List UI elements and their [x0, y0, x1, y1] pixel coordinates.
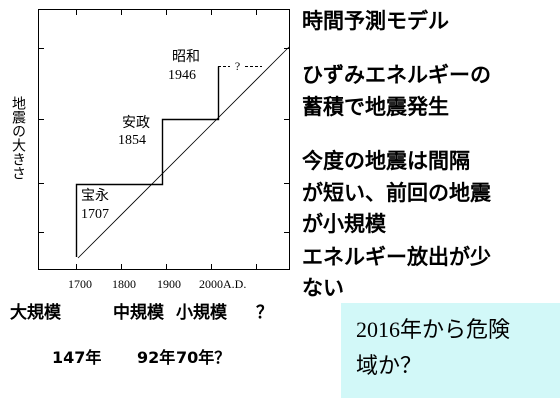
magnitude-label: ？ — [256, 303, 273, 323]
axis-ticks — [38, 9, 290, 270]
event-era-label: 安政 — [122, 115, 150, 131]
interval-label: 70年？ — [176, 348, 231, 367]
interval-label: 147年 — [52, 348, 102, 367]
note-line: ない — [302, 276, 344, 300]
note-line: エネルギー放出が少 — [302, 245, 491, 269]
magnitude-label: 小規模 — [176, 303, 227, 323]
strain-accumulation-line — [77, 46, 290, 259]
event-era-label: 宝永 — [81, 188, 109, 204]
callout-box: 2016年から危険 域か？ — [341, 303, 560, 398]
callout-line: 域か？ — [356, 354, 423, 379]
x-tick-label: 1800 — [112, 277, 136, 291]
x-tick-label: 2000A.D. — [199, 277, 246, 291]
strain-release-steps — [75, 66, 220, 257]
x-tick-label: 1700 — [68, 277, 92, 291]
event-year-label: 1707 — [81, 207, 109, 222]
note-line: 今度の地震は間隔 — [302, 149, 470, 173]
event-year-label: 1946 — [168, 68, 196, 83]
x-tick-label: 1900 — [157, 277, 181, 291]
note-line: が小規模 — [302, 212, 386, 236]
note-line: 蓄積で地震発生 — [302, 95, 449, 119]
event-era-label: 昭和 — [172, 49, 200, 65]
note-line: ひずみエネルギーの — [302, 63, 491, 87]
time-predictable-diagram: ? 宝永 1707 安政 1854 昭和 1946 1700 1800 1900… — [38, 9, 290, 291]
magnitude-label: 中規模 — [113, 303, 164, 323]
note-line: が短い、前回の地震 — [302, 181, 491, 205]
y-axis-label: 地震の大きさ — [10, 96, 25, 180]
slide-heading: 時間予測モデル — [302, 9, 449, 33]
interval-label: 92年 — [137, 348, 176, 367]
event-year-label: 1854 — [118, 133, 146, 148]
magnitude-label: 大規模 — [10, 303, 61, 323]
future-question-mark: ? — [235, 59, 240, 73]
diagram-frame — [38, 9, 290, 270]
callout-line: 2016年から危険 — [356, 317, 511, 342]
